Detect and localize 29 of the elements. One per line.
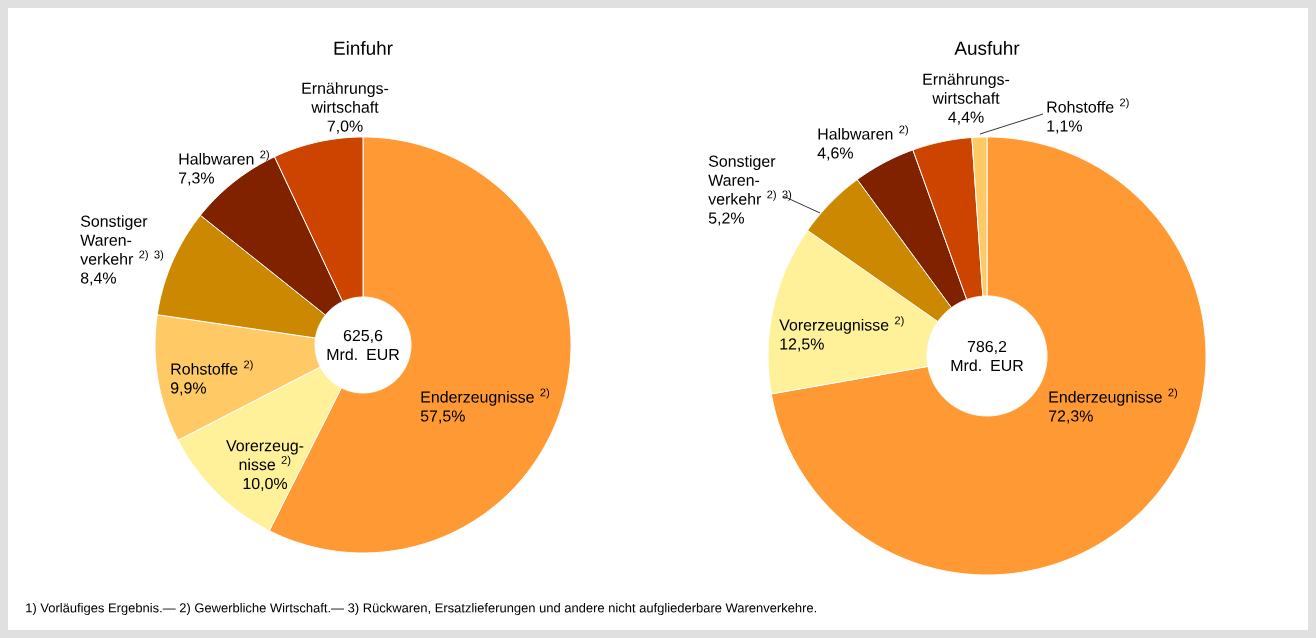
data-label: 7,3%	[179, 172, 214, 186]
slice-label: Halbwaren $^{2)}$	[818, 125, 908, 140]
slice-label: Vorerzeug-nisse $^{2)}$	[226, 440, 304, 471]
data-label: 8,4%	[80, 272, 116, 286]
slice-label: Rohstoffe $^{2)}$	[1047, 98, 1129, 113]
slice-label: Rohstoffe $^{2)}$	[171, 360, 253, 375]
slice-label: Sonstiger Waren-verkehr $^{2) 3)}$	[80, 215, 164, 265]
slice-label: Ernährungs-wirtschaft	[923, 73, 1010, 104]
slice-label: Ernährungs-wirtschaft	[302, 82, 389, 113]
data-label: 5,2%	[708, 212, 744, 226]
data-label: 9,9%	[170, 382, 206, 396]
data-label: 10,0%	[243, 477, 288, 492]
chart-title: Ausfuhr	[954, 41, 1020, 55]
data-label: 57,5%	[420, 410, 465, 424]
data-label: 72,3%	[1049, 410, 1093, 424]
data-label: 1,1%	[1047, 120, 1082, 134]
slice-label: Enderzeugnisse $^{2)}$	[1049, 388, 1178, 406]
slice-label: Enderzeugnisse $^{2)}$	[421, 388, 550, 406]
text: 786,2 Mrd. EUR	[951, 340, 1024, 372]
data-label: 7,0%	[327, 120, 363, 134]
data-label: 4,6%	[817, 147, 853, 161]
data-label: 12,5%	[780, 338, 824, 352]
slice-label: Sonstiger Waren-verkehr $^{2) 3)}$	[708, 155, 792, 205]
slice-label: Vorerzeugnisse $^{2)}$	[779, 316, 904, 334]
chart-title: Einfuhr	[334, 41, 393, 55]
text: 1) Vorläufiges Ergebnis.— 2) Gewerbliche Wirtschaft.— 3) Rückwaren, Ersatzlieferungen und andere nicht aufgliederbare Warenverkehre.	[26, 602, 817, 616]
data-label: 4,4%	[948, 111, 984, 125]
text: 625,6 Mrd. EUR	[327, 329, 400, 361]
slice-label: Halbwaren $^{2)}$	[179, 150, 269, 165]
